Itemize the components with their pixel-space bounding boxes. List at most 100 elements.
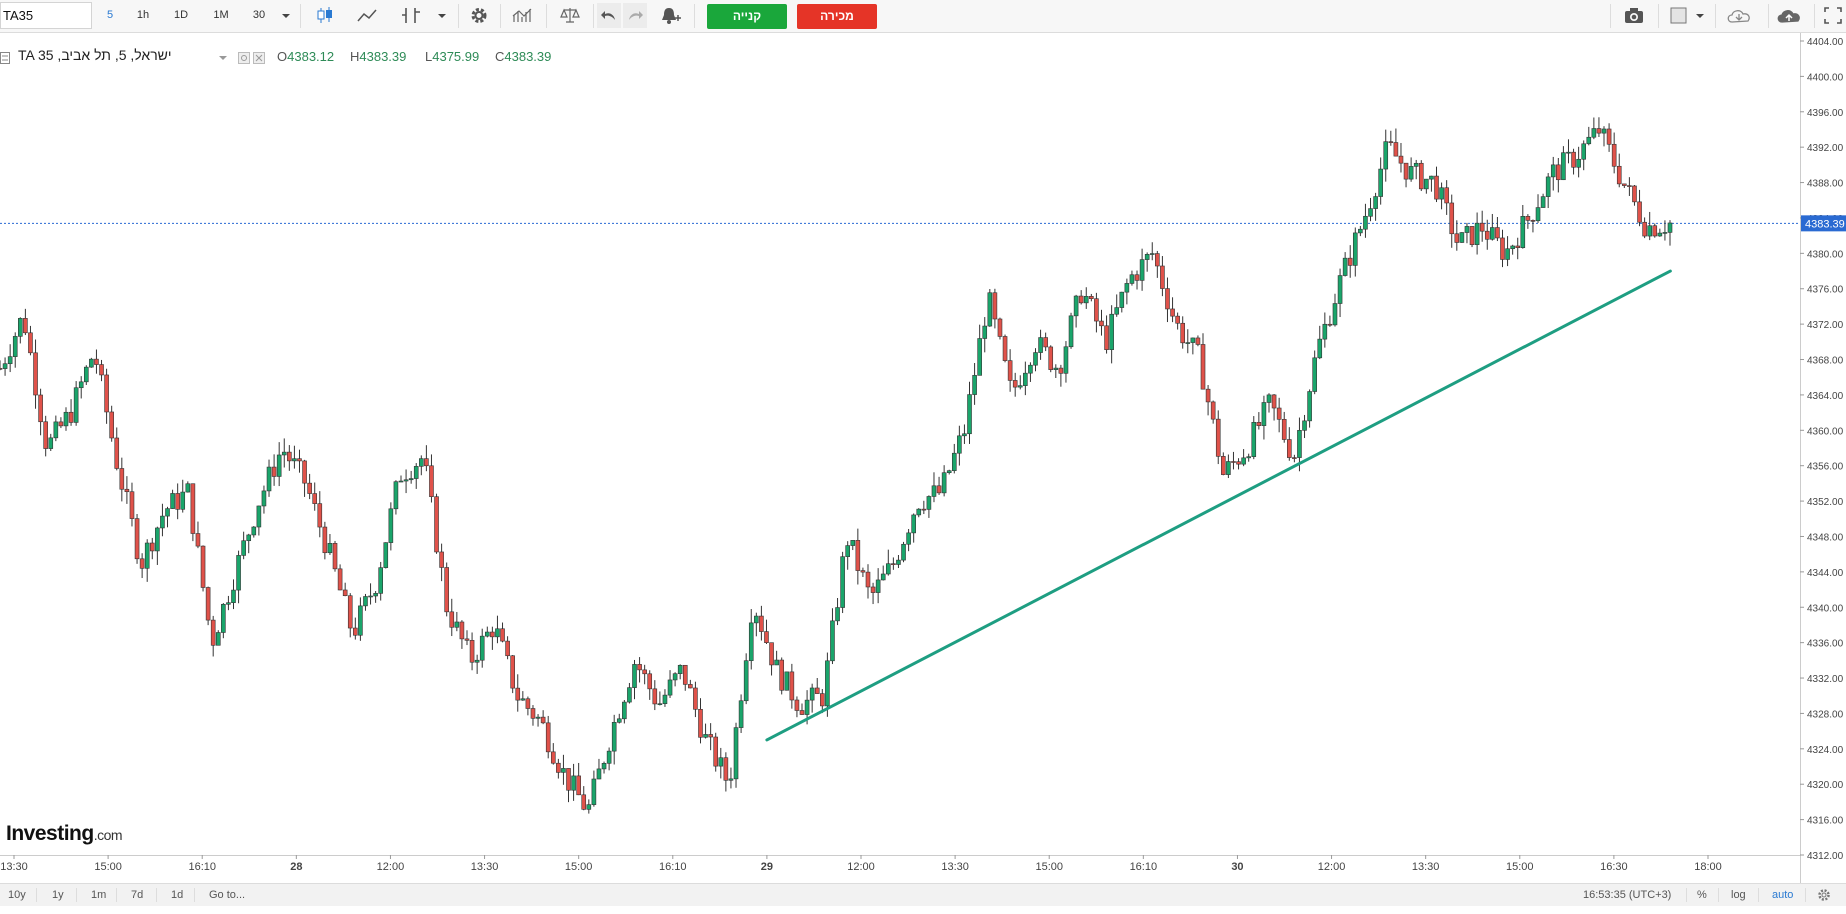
candle (89, 357, 94, 368)
interval-1d-button[interactable]: 1D (173, 9, 189, 21)
candle (865, 564, 871, 599)
interval-5-button[interactable]: 5 (106, 9, 114, 21)
percent-scale-button[interactable]: % (1697, 889, 1707, 901)
candle (256, 505, 262, 536)
redo-icon[interactable] (623, 3, 647, 28)
candle (540, 710, 546, 725)
candle (662, 689, 668, 707)
candle (916, 508, 922, 518)
range-1m-button[interactable]: 1m (91, 889, 107, 901)
buy-button[interactable]: קנייה (707, 4, 787, 29)
camera-icon[interactable] (1618, 3, 1650, 28)
title-dropdown-icon[interactable] (218, 50, 228, 67)
study-templates-icon[interactable] (507, 3, 539, 28)
sell-button[interactable]: מכירה (797, 4, 877, 29)
candle (1352, 227, 1358, 277)
candle (891, 557, 896, 570)
candle (134, 514, 140, 564)
candle (68, 399, 74, 426)
clock: 16:53:35 (UTC+3) (1583, 889, 1672, 901)
candle (1327, 315, 1333, 327)
candle (175, 483, 180, 520)
candle (1023, 361, 1028, 396)
candle (444, 562, 449, 617)
candle (165, 506, 170, 528)
collapse-legend-icon[interactable] (0, 51, 10, 67)
candle (393, 480, 399, 515)
candle (1302, 414, 1307, 439)
candle (1413, 159, 1419, 180)
candle (1403, 162, 1409, 188)
candle (1581, 140, 1587, 171)
candle (139, 553, 145, 579)
candle (561, 754, 566, 785)
fullscreen-icon[interactable] (1820, 3, 1846, 28)
candle (870, 582, 876, 605)
candle (1276, 397, 1282, 433)
log-scale-button[interactable]: log (1731, 889, 1746, 901)
candle (1601, 126, 1607, 147)
candle (1500, 229, 1505, 268)
chart-settings-gear-icon[interactable] (1817, 884, 1831, 906)
candle (1347, 245, 1353, 278)
interval-1m-button[interactable]: 1M (213, 9, 229, 21)
undo-icon[interactable] (597, 3, 621, 28)
price-axis[interactable]: 4312.00 4316.00 4320.00 4324.00 4328.00 4332.… (1800, 33, 1846, 883)
layout-dropdown-icon[interactable] (1692, 3, 1708, 28)
price-chart[interactable]: 4312.00 4316.00 4320.00 4324.00 4328.00 4332.… (0, 33, 1846, 883)
interval-30-button[interactable]: 30 (252, 9, 266, 21)
candle (160, 503, 165, 537)
layout-square-icon[interactable] (1666, 3, 1690, 28)
range-1y-button[interactable]: 1y (52, 889, 64, 901)
indicators-icon[interactable] (352, 3, 382, 28)
range-1d-button[interactable]: 1d (171, 889, 184, 901)
scales-icon[interactable] (554, 3, 586, 28)
time-tick-label: 13:30 (1412, 861, 1440, 873)
range-10y-button[interactable]: 10y (8, 889, 26, 901)
symbol-input[interactable]: TA35 (0, 2, 92, 29)
auto-scale-button[interactable]: auto (1772, 889, 1794, 901)
candle (144, 539, 150, 582)
candlestick-type-icon[interactable] (310, 3, 340, 28)
candle (1292, 454, 1297, 463)
candle (728, 767, 734, 789)
candle (708, 723, 713, 751)
candle (1479, 210, 1485, 242)
interval-dropdown-icon[interactable] (278, 3, 294, 28)
compare-icon[interactable] (396, 3, 426, 28)
candle (429, 454, 434, 503)
time-axis[interactable]: 13:30 15:00 16:10 28 12:00 13:30 15:00 16:10 29 1… (0, 855, 1800, 873)
candle (1266, 393, 1272, 413)
range-7d-button[interactable]: 7d (131, 889, 144, 901)
candle (738, 694, 744, 733)
candle (840, 551, 845, 614)
candle (784, 671, 790, 691)
candle (1444, 180, 1449, 215)
candle (403, 469, 409, 494)
candle (764, 619, 769, 645)
candle (510, 655, 515, 694)
candle (1155, 250, 1160, 278)
candle (1515, 237, 1521, 260)
compare-dropdown-icon[interactable] (434, 3, 450, 28)
candle (1017, 375, 1023, 390)
candle (99, 359, 104, 382)
goto-button[interactable]: Go to... (209, 889, 246, 901)
alert-bell-icon[interactable] (655, 3, 685, 28)
candle (693, 681, 698, 718)
candle (769, 642, 774, 676)
price-tick-label: 4328.00 (1807, 709, 1844, 720)
candle (474, 654, 480, 674)
candle (1307, 389, 1312, 428)
cloud-download-icon[interactable] (1722, 3, 1756, 28)
settings-gear-icon[interactable] (465, 3, 493, 28)
candle (850, 540, 856, 551)
candle (1094, 292, 1099, 333)
cloud-upload-icon[interactable] (1772, 3, 1806, 28)
candle (1576, 146, 1581, 178)
candle (814, 678, 820, 694)
interval-1h-button[interactable]: 1h (136, 9, 150, 21)
legend-settings-icon[interactable] (238, 51, 266, 67)
candle (358, 597, 363, 641)
price-tick-label: 4360.00 (1807, 426, 1844, 437)
